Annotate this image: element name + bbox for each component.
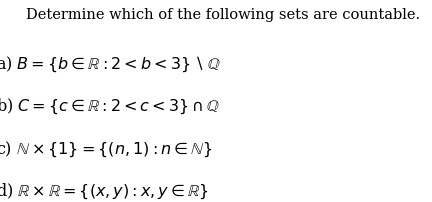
Text: c) $\mathbb{N} \times \{1\} = \{(n, 1) : n \in \mathbb{N}\}$: c) $\mathbb{N} \times \{1\} = \{(n, 1) :… [0,139,212,159]
Text: a) $B = \{b \in \mathbb{R} : 2 < b < 3\}\setminus\mathbb{Q}$: a) $B = \{b \in \mathbb{R} : 2 < b < 3\}… [0,55,220,74]
Text: Determine which of the following sets are countable.: Determine which of the following sets ar… [26,8,420,22]
Text: d) $\mathbb{R} \times \mathbb{R} = \{(x, y) : x, y \in \mathbb{R}\}$: d) $\mathbb{R} \times \mathbb{R} = \{(x,… [0,182,208,201]
Text: b) $C = \{c \in \mathbb{R} : 2 < c < 3\} \cap \mathbb{Q}$: b) $C = \{c \in \mathbb{R} : 2 < c < 3\}… [0,97,220,116]
